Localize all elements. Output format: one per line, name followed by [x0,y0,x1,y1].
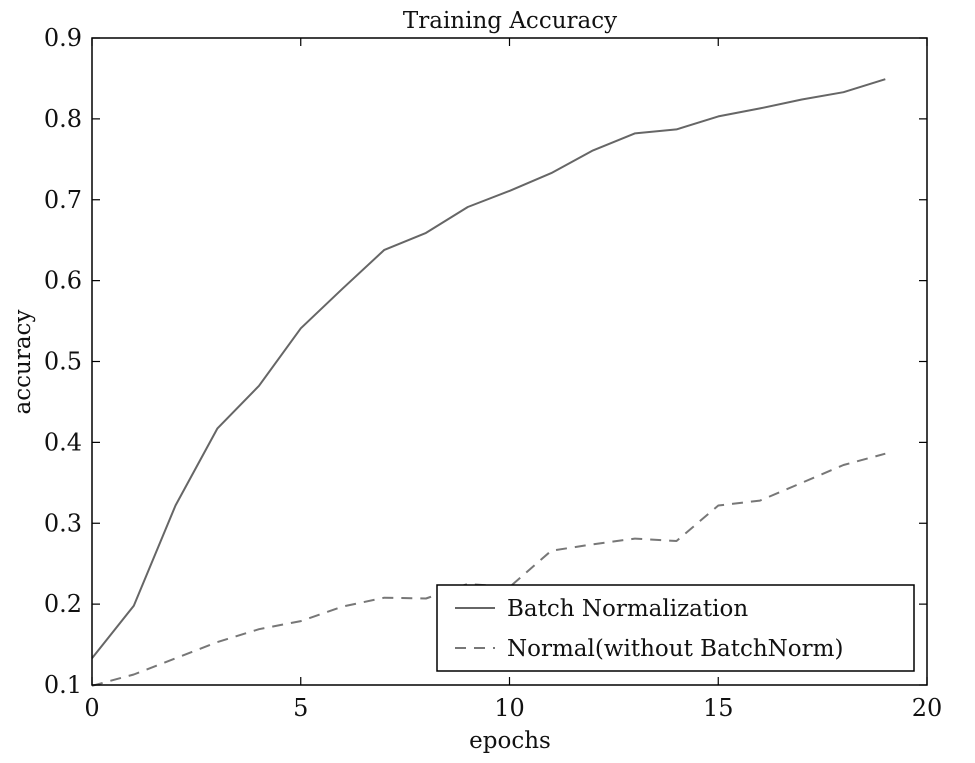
x-axis-label: epochs [469,728,551,754]
x-tick-label: 10 [494,694,525,722]
y-axis-label: accuracy [10,310,36,415]
legend-label-2: Normal(without BatchNorm) [507,636,843,662]
series-line-1 [91,78,886,659]
y-tick-label: 0.9 [44,24,82,52]
x-tick-label: 20 [912,694,943,722]
y-tick-label: 0.6 [44,267,82,295]
x-tick-label: 15 [703,694,734,722]
y-tick-label: 0.2 [44,590,82,618]
legend-label-1: Batch Normalization [507,596,748,622]
y-tick-label: 0.3 [44,509,82,537]
chart-title: Training Accuracy [403,8,617,34]
y-tick-label: 0.8 [44,105,82,133]
y-tick-label: 0.7 [44,186,82,214]
series-layer [91,78,886,687]
x-tick-label: 0 [84,694,99,722]
y-tick-label: 0.1 [44,671,82,699]
legend-box [436,584,915,672]
legend: Batch Normalization Normal(without BatchN… [436,584,915,672]
y-tick-label: 0.5 [44,348,82,376]
y-tick-label: 0.4 [44,428,82,456]
x-tick-label: 5 [293,694,308,722]
series-line-2 [91,452,886,687]
ticks-layer: 0 5 10 15 20 0.1 0.2 0.3 0.4 0.5 0.6 0.7 0.8 0.9 [44,24,942,722]
